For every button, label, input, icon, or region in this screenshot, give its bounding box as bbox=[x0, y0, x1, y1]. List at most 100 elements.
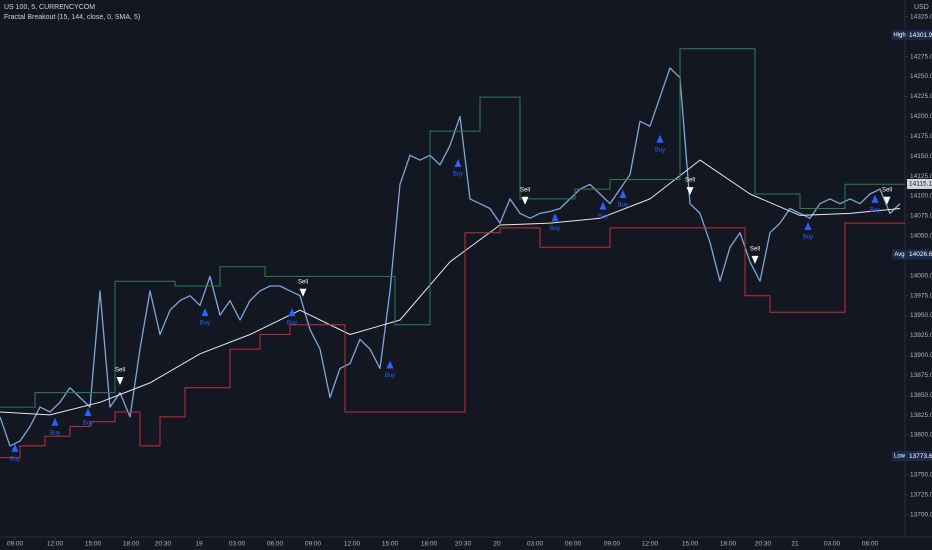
y-tick-label: 13950.0 bbox=[910, 312, 932, 319]
x-tick-label: 12:00 bbox=[47, 541, 64, 548]
x-tick-label: 20:30 bbox=[755, 541, 772, 548]
x-tick-label: 09:00 bbox=[604, 541, 621, 548]
y-tick-label: 13875.0 bbox=[910, 372, 932, 379]
signal-label: Buy bbox=[618, 203, 628, 209]
price-badge-tag bbox=[892, 249, 907, 260]
signal-label: Buy bbox=[550, 226, 560, 232]
y-tick-label: 14325.0 bbox=[910, 13, 932, 20]
buy-marker bbox=[551, 213, 559, 222]
sell-marker bbox=[299, 288, 307, 297]
buy-marker bbox=[11, 443, 19, 452]
x-tick-label: 09:00 bbox=[7, 541, 24, 548]
x-tick-label: 15:00 bbox=[85, 541, 102, 548]
y-tick-label: 13750.0 bbox=[910, 472, 932, 479]
y-tick-label: 13800.0 bbox=[910, 432, 932, 439]
sell-marker bbox=[116, 376, 124, 385]
signal-label: Buy bbox=[655, 147, 665, 153]
x-tick-label: 06:00 bbox=[862, 541, 879, 548]
sell-marker bbox=[686, 187, 694, 196]
price-badge-tag bbox=[892, 30, 907, 41]
signal-label: Buy bbox=[385, 373, 395, 379]
sell-marker bbox=[883, 196, 891, 205]
signal-label: Sell bbox=[298, 279, 308, 285]
x-tick-label: 03:00 bbox=[229, 541, 246, 548]
fractal-level bbox=[0, 222, 905, 459]
y-tick-label: 14200.0 bbox=[910, 113, 932, 120]
y-tick-label: 13975.0 bbox=[910, 292, 932, 299]
y-tick-label: 14100.0 bbox=[910, 193, 932, 200]
signal-label: Buy bbox=[83, 421, 93, 427]
price-badge-label: Low bbox=[894, 454, 906, 460]
buy-marker bbox=[288, 308, 296, 317]
signal-label: Sell bbox=[882, 187, 892, 193]
price-badge bbox=[907, 451, 932, 462]
x-tick-label: 03:00 bbox=[527, 541, 544, 548]
price-badge-tag bbox=[892, 451, 907, 462]
price-badge-label: Avg bbox=[894, 252, 904, 258]
buy-marker bbox=[619, 190, 627, 199]
signal-label: Buy bbox=[453, 172, 463, 178]
signal-label: Sell bbox=[115, 368, 125, 374]
price-badge-value: 13773.6 bbox=[909, 453, 932, 460]
x-tick-label: 20:30 bbox=[455, 541, 472, 548]
signal-label: Buy bbox=[10, 456, 20, 462]
signal-label: Buy bbox=[287, 321, 297, 327]
price-line bbox=[0, 67, 901, 447]
y-tick-label: 14150.0 bbox=[910, 153, 932, 160]
buy-marker bbox=[454, 159, 462, 168]
price-badge-value: 14301.9 bbox=[909, 32, 932, 39]
plot-area: Buy Buy Buy Sell Buy Buy Sell Buy Buy Sell Buy Buy B… bbox=[0, 48, 905, 462]
y-tick-label: 13925.0 bbox=[910, 332, 932, 339]
price-badge-value: 14026.6 bbox=[909, 251, 932, 258]
x-tick-label: 09:00 bbox=[305, 541, 322, 548]
y-tick-label: 14050.0 bbox=[910, 233, 932, 240]
buy-marker bbox=[804, 221, 812, 230]
x-tick-label: 06:00 bbox=[267, 541, 284, 548]
x-tick-label: 18:00 bbox=[123, 541, 140, 548]
y-tick-label: 13700.0 bbox=[910, 511, 932, 518]
y-tick-label: 13850.0 bbox=[910, 392, 932, 399]
y-tick-label: 13825.0 bbox=[910, 412, 932, 419]
indicator-label: Fractal Breakout (15, 144, close, 0, SMA… bbox=[4, 14, 140, 21]
signal-label: Buy bbox=[598, 214, 608, 220]
x-tick-label: 18:00 bbox=[720, 541, 737, 548]
last-price-badge bbox=[907, 178, 932, 189]
buy-marker bbox=[84, 407, 92, 416]
y-tick-label: 13725.0 bbox=[910, 491, 932, 498]
y-tick-label: 14075.0 bbox=[910, 213, 932, 220]
sell-marker bbox=[751, 255, 759, 264]
y-tick-label: 14000.0 bbox=[910, 272, 932, 279]
buy-marker bbox=[51, 417, 59, 426]
x-tick-label: 20:30 bbox=[155, 541, 172, 548]
fractal-level bbox=[0, 48, 905, 408]
y-tick-label: 14250.0 bbox=[910, 73, 932, 80]
price-line bbox=[0, 159, 901, 416]
x-tick-label: 18:00 bbox=[421, 541, 438, 548]
x-tick-label: 21 bbox=[791, 541, 799, 548]
signal-label: Sell bbox=[520, 187, 530, 193]
y-tick-label: 13900.0 bbox=[910, 352, 932, 359]
signal-label: Buy bbox=[803, 235, 813, 241]
buy-marker bbox=[201, 308, 209, 317]
y-tick-label: 14275.0 bbox=[910, 53, 932, 60]
buy-marker bbox=[871, 194, 879, 203]
x-tick-label: 06:00 bbox=[565, 541, 582, 548]
buy-marker bbox=[386, 360, 394, 369]
x-tick-label: 15:00 bbox=[682, 541, 699, 548]
x-tick-label: 12:00 bbox=[642, 541, 659, 548]
signal-label: Buy bbox=[200, 321, 210, 327]
chart-title: US 100, 5, CURRENCYCOM bbox=[4, 4, 95, 11]
x-tick-label: 20 bbox=[493, 541, 501, 548]
buy-marker bbox=[599, 201, 607, 210]
price-badge bbox=[907, 30, 932, 41]
y-tick-label: 14125.0 bbox=[910, 173, 932, 180]
buy-marker bbox=[656, 134, 664, 143]
signal-label: Sell bbox=[685, 178, 695, 184]
y-tick-label: 14175.0 bbox=[910, 133, 932, 140]
signal-label: Buy bbox=[870, 207, 880, 213]
signal-label: Buy bbox=[50, 430, 60, 436]
last-price-value: 14115.1 bbox=[909, 181, 932, 188]
